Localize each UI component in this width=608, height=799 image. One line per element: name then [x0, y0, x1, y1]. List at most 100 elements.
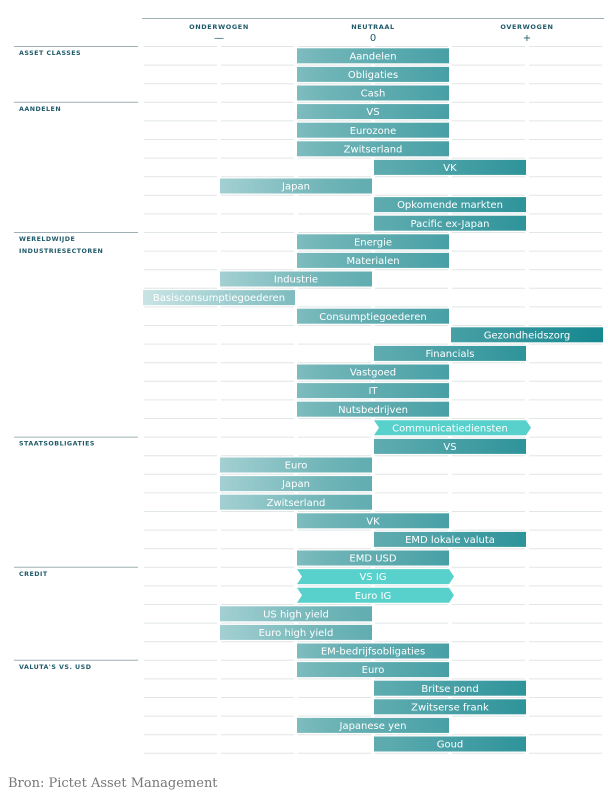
- bar-4-1: Euro IG: [297, 587, 454, 603]
- bar-label-2-6: Financials: [426, 349, 475, 360]
- bar-5-1: Britse pond: [374, 680, 526, 696]
- bar-label-4-1: Euro IG: [355, 591, 392, 602]
- bar-shape-0-0: [297, 48, 449, 64]
- bar-label-5-4: Goud: [437, 740, 464, 751]
- bar-label-2-4: Consumptiegoederen: [319, 312, 426, 323]
- bar-3-0: VS: [374, 438, 526, 454]
- bar-shape-0-2: [297, 85, 449, 101]
- section-title-5: VALUTA'S VS. USD: [19, 664, 91, 671]
- bar-label-5-0: Euro: [362, 665, 385, 676]
- bar-2-4: Consumptiegoederen: [297, 308, 449, 324]
- bar-label-2-2: Industrie: [274, 275, 318, 286]
- bar-label-1-1: Eurozone: [350, 126, 397, 137]
- bar-shape-2-10: [374, 420, 531, 436]
- bar-3-4: VK: [297, 513, 449, 529]
- bar-3-3: Zwitserland: [220, 494, 372, 510]
- bar-shape-3-0: [374, 438, 526, 454]
- bar-4-4: EM-bedrijfsobligaties: [297, 643, 449, 659]
- bar-label-4-4: EM-bedrijfsobligaties: [321, 647, 425, 658]
- bar-label-5-2: Zwitserse frank: [411, 702, 489, 713]
- bar-label-1-6: Pacific ex-Japan: [411, 219, 490, 230]
- bar-3-6: EMD USD: [297, 550, 449, 566]
- bar-3-5: EMD lokale valuta: [374, 531, 526, 547]
- bar-0-2: Cash: [297, 85, 449, 101]
- bar-label-2-8: IT: [368, 386, 378, 397]
- level-symbol-0: —: [214, 33, 224, 44]
- bar-5-0: Euro: [297, 662, 449, 678]
- bar-2-7: Vastgoed: [297, 364, 449, 380]
- bar-shape-2-6: [374, 345, 526, 361]
- bar-shape-1-5: [374, 197, 526, 213]
- bar-label-2-7: Vastgoed: [350, 368, 396, 379]
- section-title-1: AANDELEN: [19, 106, 61, 113]
- level-symbol-1: 0: [370, 33, 376, 44]
- bar-0-1: Obligaties: [297, 66, 449, 82]
- bar-label-0-2: Cash: [361, 89, 386, 100]
- bar-label-2-10: Communicatiediensten: [392, 423, 508, 434]
- bars: Aandelen Obligaties Cash VS Eurozone Zwitserl…: [143, 48, 603, 752]
- level-symbol-2: +: [523, 33, 531, 44]
- bar-label-1-5: Opkomende markten: [397, 200, 503, 211]
- bar-shape-4-1: [297, 587, 454, 603]
- bar-2-0: Energie: [297, 234, 449, 250]
- bar-2-9: Nutsbedrijven: [297, 401, 449, 417]
- bar-label-3-2: Japan: [281, 479, 310, 490]
- bar-3-1: Euro: [220, 457, 372, 473]
- bar-1-2: Zwitserland: [297, 141, 449, 157]
- bar-shape-2-4: [297, 308, 449, 324]
- bar-label-2-3: Basisconsumptiegoederen: [153, 293, 285, 304]
- bar-label-4-3: Euro high yield: [259, 628, 334, 639]
- bar-shape-5-3: [297, 717, 449, 733]
- bar-label-3-4: VK: [366, 516, 380, 527]
- bar-2-3: Basisconsumptiegoederen: [143, 290, 295, 306]
- bar-shape-2-7: [297, 364, 449, 380]
- bar-shape-1-6: [374, 215, 526, 231]
- source-note: Bron: Pictet Asset Management: [8, 776, 218, 791]
- bar-label-3-1: Euro: [285, 461, 308, 472]
- bar-shape-3-3: [220, 494, 372, 510]
- bar-1-6: Pacific ex-Japan: [374, 215, 526, 231]
- section-title-3: STAATSOBLIGATIES: [19, 441, 95, 448]
- bar-shape-3-1: [220, 457, 372, 473]
- bar-shape-1-1: [297, 122, 449, 138]
- bar-shape-1-2: [297, 141, 449, 157]
- level-header-1: NEUTRAAL: [351, 23, 395, 31]
- bar-2-1: Materialen: [297, 252, 449, 268]
- bar-shape-3-4: [297, 513, 449, 529]
- bar-shape-2-0: [297, 234, 449, 250]
- bar-label-1-3: VK: [443, 163, 457, 174]
- bar-label-3-3: Zwitserland: [267, 498, 326, 509]
- bar-shape-5-4: [374, 736, 526, 752]
- bar-shape-5-0: [297, 662, 449, 678]
- bar-label-3-5: EMD lokale valuta: [405, 535, 495, 546]
- bar-shape-2-3: [143, 290, 295, 306]
- positioning-chart: ONDERWOGEN — NEUTRAAL 0 OVERWOGEN + ASSET CLAS…: [14, 18, 604, 754]
- bar-shape-1-4: [220, 178, 372, 194]
- grid: [144, 46, 602, 754]
- bar-shape-4-3: [220, 624, 372, 640]
- bar-0-0: Aandelen: [297, 48, 449, 64]
- bar-shape-4-2: [220, 606, 372, 622]
- section-title-4: CREDIT: [19, 571, 48, 578]
- bar-3-2: Japan: [220, 476, 372, 492]
- bar-label-1-0: VS: [366, 107, 379, 118]
- bar-shape-2-5: [451, 327, 603, 343]
- bar-shape-3-2: [220, 476, 372, 492]
- bar-label-2-0: Energie: [354, 237, 392, 248]
- bar-4-3: Euro high yield: [220, 624, 372, 640]
- bar-label-2-1: Materialen: [346, 256, 399, 267]
- bar-shape-2-2: [220, 271, 372, 287]
- bar-label-1-4: Japan: [281, 182, 310, 193]
- bar-label-5-1: Britse pond: [421, 684, 478, 695]
- bar-label-5-3: Japanese yen: [339, 721, 407, 732]
- bar-1-3: VK: [374, 159, 526, 175]
- bar-shape-2-1: [297, 252, 449, 268]
- bar-2-6: Financials: [374, 345, 526, 361]
- bar-shape-3-6: [297, 550, 449, 566]
- bar-1-1: Eurozone: [297, 122, 449, 138]
- level-header-2: OVERWOGEN: [500, 23, 553, 31]
- bar-shape-1-0: [297, 104, 449, 120]
- bar-2-8: IT: [297, 383, 449, 399]
- bar-5-4: Goud: [374, 736, 526, 752]
- bar-label-2-5: Gezondheidszorg: [484, 330, 570, 341]
